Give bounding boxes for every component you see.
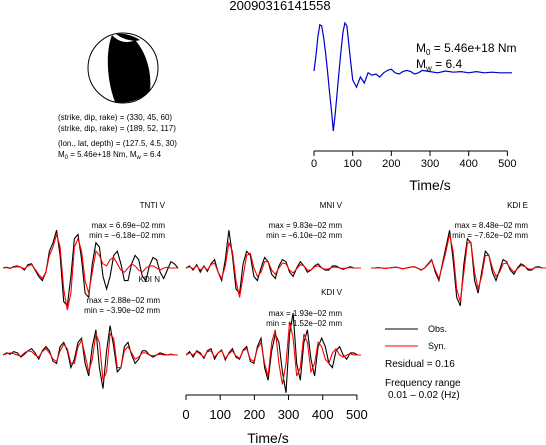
legend-obs-label: Obs. <box>428 324 447 334</box>
freq-range-line2: 0.01 – 0.02 (Hz) <box>388 390 460 401</box>
min-amplitude-label: min = −6.10e−02 mm <box>266 231 342 240</box>
moment-line-text: M0 = 5.46e+18 Nm, Mw = 6.4 <box>58 150 162 161</box>
stf-x-axis: 0 100 200 300 400 500 <box>311 150 517 170</box>
waveform-obs-KDI_N <box>2 325 178 389</box>
beachball-compressional-quadrant <box>107 35 151 103</box>
waveform-tick-label: 0 <box>182 407 189 422</box>
waveform-syn-KDI_N <box>2 331 178 381</box>
legend-syn-label: Syn. <box>428 341 446 351</box>
waveform-syn-KDI_V <box>185 321 361 385</box>
min-amplitude-label: min = −6.18e−02 mm <box>89 231 165 240</box>
min-amplitude-label: min = −1.52e−02 mm <box>266 319 342 328</box>
station-label: TNTI V <box>140 201 166 210</box>
waveform-obs-MNI_V <box>185 230 361 295</box>
legend: Obs. Syn. <box>385 324 447 351</box>
freq-range-line1: Frequency range <box>385 378 461 389</box>
min-amplitude-label: min = −3.90e−02 mm <box>84 306 160 315</box>
waveform-tick-label: 500 <box>346 407 368 422</box>
waveform-syn-KDI_E <box>371 234 546 302</box>
stf-tick-label: 400 <box>460 158 478 170</box>
waveform-tick-label: 200 <box>244 407 266 422</box>
max-amplitude-label: max = 8.48e−02 mm <box>455 221 529 230</box>
figure-title: 20090316141558 <box>229 0 330 13</box>
max-amplitude-label: max = 1.93e−02 mm <box>269 309 343 318</box>
waveform-syn-TNTI_V <box>2 232 178 311</box>
max-amplitude-label: max = 6.69e−02 mm <box>92 221 166 230</box>
waveform-obs-TNTI_V <box>2 230 179 308</box>
stf-m0-label: M0 = 5.46e+18 Nm <box>416 41 517 57</box>
station-label: KDI V <box>321 288 343 297</box>
stf-tick-label: 300 <box>421 158 439 170</box>
residual-text: Residual = 0.16 <box>385 359 455 370</box>
focal-mechanism <box>87 32 159 104</box>
min-amplitude-label: min = −7.62e−02 mm <box>452 231 528 240</box>
stf-tick-label: 500 <box>498 158 516 170</box>
stf-mw-label: Mw = 6.4 <box>416 57 462 73</box>
waveform-tick-label: 100 <box>209 407 231 422</box>
location-text: (lon., lat, depth) = (127.5, 4.5, 30) <box>58 139 177 148</box>
stf-line <box>313 21 512 132</box>
stf-tick-label: 0 <box>311 158 317 170</box>
max-amplitude-label: max = 2.88e−02 mm <box>87 296 161 305</box>
waveform-tick-label: 400 <box>312 407 334 422</box>
waveform-tick-label: 300 <box>278 407 300 422</box>
beachball-compressional-cap <box>116 33 140 41</box>
plane1-text: (strike, dip, rake) = (330, 45, 60) <box>58 113 172 122</box>
waveform-obs-KDI_V <box>185 312 361 393</box>
stf-tick-label: 100 <box>343 158 361 170</box>
waveform-xlabel: Time/s <box>247 430 288 445</box>
max-amplitude-label: max = 9.83e−02 mm <box>269 221 343 230</box>
plane2-text: (strike, dip, rake) = (189, 52, 117) <box>58 124 176 133</box>
stf-panel: 0 100 200 300 400 500 Time/s M0 = 5.46e+18 Nm… <box>311 21 517 193</box>
waveform-x-axis: 0 100 200 300 400 500 <box>182 394 368 422</box>
stf-tick-label: 200 <box>382 158 400 170</box>
station-label: KDI E <box>507 201 528 210</box>
stf-xlabel: Time/s <box>409 177 450 193</box>
station-label: KDI N <box>139 275 161 284</box>
station-label: MNI V <box>320 201 343 210</box>
waveform-syn-MNI_V <box>185 240 361 298</box>
